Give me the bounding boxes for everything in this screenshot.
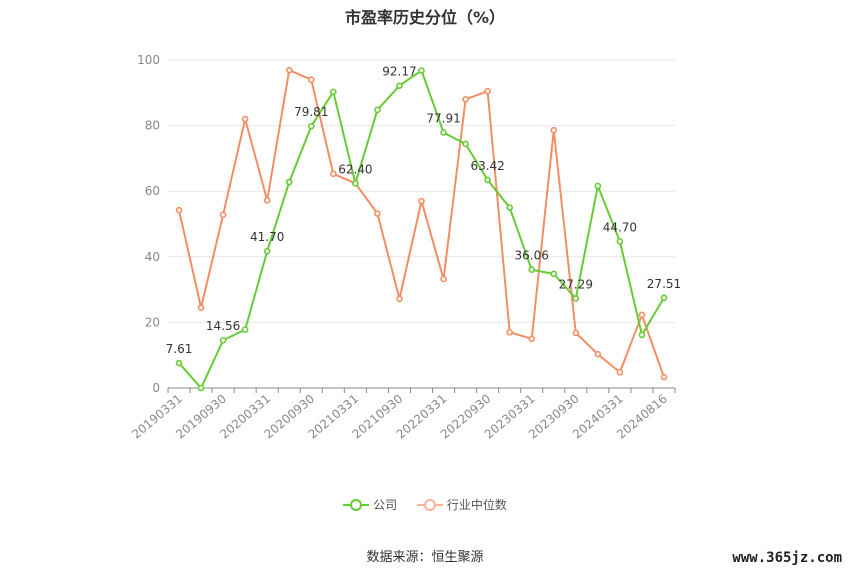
data-point-1	[594, 350, 602, 358]
data-label: 27.29	[559, 277, 593, 291]
data-point-0	[616, 238, 624, 245]
legend-marker-industry-median	[416, 498, 443, 512]
data-point-1	[528, 335, 536, 343]
y-tick-label: 20	[145, 315, 160, 329]
data-point-1	[616, 368, 624, 376]
data-label: 41.70	[250, 230, 284, 244]
data-point-0	[594, 182, 602, 190]
data-point-1	[219, 211, 227, 219]
data-point-1	[440, 275, 447, 283]
y-tick-label: 60	[145, 184, 160, 198]
data-label: 14.56	[206, 319, 240, 333]
data-label: 44.70	[603, 220, 637, 234]
data-point-0	[462, 140, 469, 148]
data-point-1	[330, 170, 337, 178]
legend-item-company[interactable]: 公司	[343, 496, 397, 513]
data-point-0	[572, 295, 580, 302]
legend-item-industry-median[interactable]: 行业中位数	[416, 496, 507, 513]
data-label: 79.81	[294, 105, 328, 119]
data-point-1	[175, 206, 183, 214]
data-point-0	[219, 336, 227, 344]
y-tick-label: 80	[145, 119, 160, 133]
data-label: 63.42	[470, 159, 504, 173]
chart-canvas: 0204060801002019033120190930202003312020…	[129, 53, 681, 442]
data-point-1	[462, 96, 469, 103]
y-tick-label: 100	[137, 53, 160, 67]
chart-title: 市盈率历史分位（%）	[344, 8, 506, 27]
data-point-1	[396, 295, 403, 303]
legend-label-company: 公司	[373, 498, 398, 512]
data-point-0	[285, 178, 293, 186]
data-point-1	[550, 126, 558, 134]
data-point-1	[418, 197, 425, 205]
data-point-0	[241, 326, 249, 333]
data-point-1	[263, 197, 271, 204]
data-point-0	[307, 122, 315, 130]
data-point-1	[241, 115, 249, 123]
data-point-0	[638, 331, 646, 339]
data-point-0	[506, 204, 513, 211]
data-label: 27.51	[647, 277, 681, 291]
data-point-0	[197, 384, 205, 392]
data-label: 77.91	[426, 111, 460, 125]
data-point-0	[418, 67, 425, 74]
data-point-1	[374, 210, 381, 217]
watermark: www.365jz.com	[732, 550, 842, 566]
data-point-1	[660, 373, 668, 381]
y-tick-label: 0	[152, 381, 160, 395]
data-point-0	[550, 270, 558, 278]
data-source: 数据来源：恒生聚源	[366, 550, 484, 565]
data-label: 62.40	[338, 162, 372, 176]
legend-label-industry-median: 行业中位数	[446, 498, 507, 512]
data-label: 7.61	[166, 342, 193, 356]
data-point-1	[638, 311, 646, 319]
data-point-1	[197, 304, 205, 311]
data-point-1	[285, 66, 293, 74]
y-tick-label: 40	[145, 250, 160, 264]
data-point-0	[175, 359, 183, 367]
data-point-0	[374, 106, 381, 114]
data-point-0	[528, 266, 536, 274]
data-point-1	[484, 87, 491, 95]
data-point-0	[330, 88, 337, 96]
data-label: 36.06	[515, 249, 549, 263]
data-point-1	[506, 328, 513, 336]
legend-marker-company	[343, 498, 370, 512]
data-point-0	[352, 180, 359, 187]
data-point-0	[396, 82, 403, 89]
data-point-1	[307, 76, 315, 83]
data-point-0	[660, 294, 668, 302]
data-point-0	[263, 247, 271, 255]
data-point-0	[484, 176, 491, 184]
legend: 公司 行业中位数	[0, 496, 850, 515]
data-label: 92.17	[382, 65, 416, 79]
data-point-1	[572, 329, 580, 337]
data-point-0	[440, 129, 447, 136]
